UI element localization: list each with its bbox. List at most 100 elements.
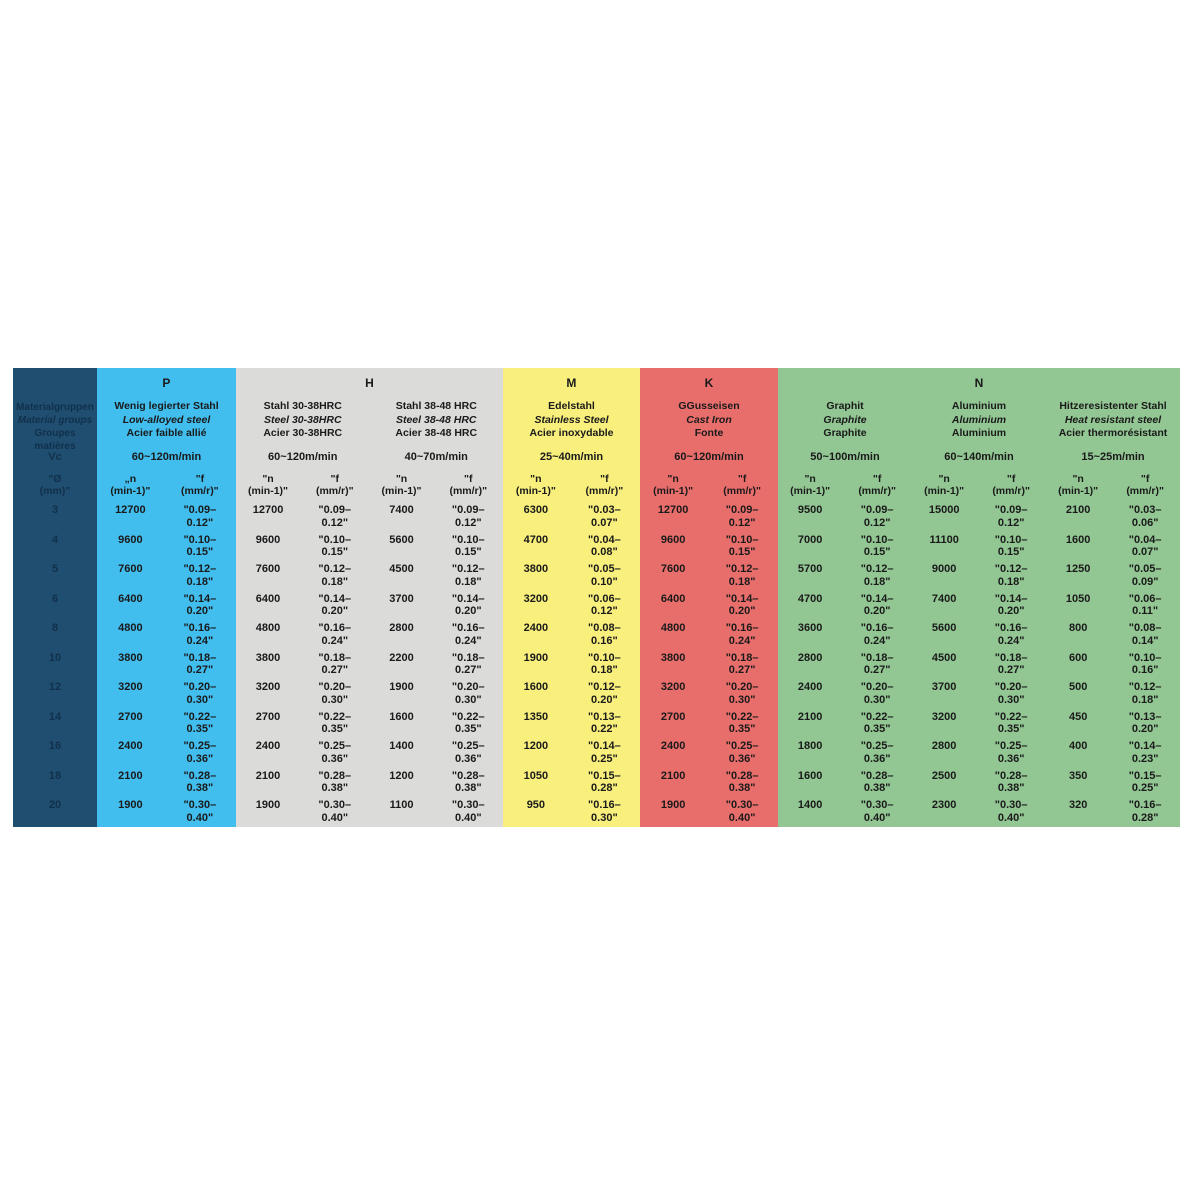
data-row: 4800 "0.16– 0.24" xyxy=(97,620,236,650)
cutting-speed: 15~25m/min xyxy=(1081,451,1145,463)
n-value: 9600 xyxy=(660,533,686,546)
f-value: "0.20– 0.30" xyxy=(183,681,217,706)
n-value: 400 xyxy=(1068,740,1088,753)
n-value: 1400 xyxy=(797,799,823,812)
f-value: "0.20– 0.30" xyxy=(451,681,485,706)
n-value: 12700 xyxy=(657,504,689,516)
f-value: "0.05– 0.10" xyxy=(587,563,621,588)
n-column-header: "n (min-1)" xyxy=(790,473,831,497)
f-value: "0.06– 0.12" xyxy=(587,592,621,618)
f-value: "0.10– 0.15" xyxy=(994,533,1028,559)
f-value: "0.28– 0.38" xyxy=(183,769,217,795)
n-value: 15000 xyxy=(928,504,960,516)
data-row: 3200 "0.22– 0.35" xyxy=(912,709,1046,739)
f-value: "0.16– 0.24" xyxy=(318,622,352,647)
data-row: 2700 "0.22– 0.35" xyxy=(97,709,236,739)
f-value: "0.22– 0.35" xyxy=(451,710,485,736)
n-column-header: "n (min-1)" xyxy=(381,473,422,497)
data-row: 1350 "0.13– 0.22" xyxy=(503,709,640,739)
data-rows: 12700 "0.09– 0.12" 9600 "0.10– 0.15" 7600 "0.… xyxy=(236,502,370,827)
material-sub-stainless-steel: Edelstahl Stainless Steel Acier inoxydab… xyxy=(503,398,640,827)
diameter-row: 8 xyxy=(13,620,97,650)
f-value: "0.18– 0.27" xyxy=(183,651,217,677)
material-name: Stahl 30-38HRC Steel 30-38HRC Acier 30-3… xyxy=(263,400,343,439)
data-row: 450 "0.13– 0.20" xyxy=(1046,709,1180,739)
f-value: "0.12– 0.18" xyxy=(1128,681,1162,706)
cutting-speed: 60~120m/min xyxy=(131,451,202,463)
data-row: 2100 "0.28– 0.38" xyxy=(236,768,370,798)
data-row: 4500 "0.12– 0.18" xyxy=(370,561,504,591)
f-value: "0.28– 0.38" xyxy=(318,769,352,795)
f-value: "0.03– 0.07" xyxy=(587,504,621,529)
data-row: 4800 "0.16– 0.24" xyxy=(640,620,778,650)
f-value: "0.18– 0.27" xyxy=(994,651,1028,677)
n-value: 6400 xyxy=(118,592,143,605)
f-value: "0.20– 0.30" xyxy=(994,681,1028,706)
n-value: 2400 xyxy=(255,740,281,753)
n-value: 3800 xyxy=(118,651,143,664)
data-row: 2100 "0.03– 0.06" xyxy=(1046,502,1180,532)
n-value: 1400 xyxy=(389,740,414,753)
data-row: 3200 "0.20– 0.30" xyxy=(640,679,778,709)
diameter-row: 4 xyxy=(13,532,97,562)
f-value: "0.25– 0.36" xyxy=(860,740,894,765)
n-value: 1200 xyxy=(389,769,414,782)
data-row: 7600 "0.12– 0.18" xyxy=(236,561,370,591)
data-row: 1900 "0.20– 0.30" xyxy=(370,679,504,709)
f-value: "0.06– 0.11" xyxy=(1128,592,1162,618)
data-row: 2100 "0.28– 0.38" xyxy=(97,768,236,798)
data-row: 400 "0.14– 0.23" xyxy=(1046,738,1180,768)
material-name: Graphit Graphite Graphite xyxy=(823,400,867,439)
n-value: 2100 xyxy=(1065,504,1091,516)
diameter-row: 16 xyxy=(13,738,97,768)
data-row: 4700 "0.14– 0.20" xyxy=(778,591,912,621)
f-column-header: "f (mm/r)" xyxy=(449,473,488,497)
data-row: 2400 "0.25– 0.36" xyxy=(640,738,778,768)
material-groups-title: Materialgruppen Material groups Groupes … xyxy=(13,398,97,452)
f-value: "0.09– 0.12" xyxy=(860,504,894,529)
data-row: 2700 "0.22– 0.35" xyxy=(640,709,778,739)
f-value: "0.25– 0.36" xyxy=(183,740,217,765)
f-value: "0.10– 0.16" xyxy=(1128,651,1162,677)
n-value: 4700 xyxy=(797,592,823,605)
data-rows: 9500 "0.09– 0.12" 7000 "0.10– 0.15" 5700 "0.1… xyxy=(778,502,912,827)
n-value: 1900 xyxy=(255,799,281,812)
group-block-n: N Graphit Graphite Graphite 50~100m/min … xyxy=(778,368,1180,827)
n-value: 11100 xyxy=(929,533,959,546)
f-value: "0.14– 0.20" xyxy=(860,592,894,618)
n-value: 2400 xyxy=(523,622,549,635)
cutting-parameters-table: Materialgruppen Material groups Groupes … xyxy=(13,368,1180,827)
f-value: "0.10– 0.15" xyxy=(183,533,217,559)
row-header-column: Materialgruppen Material groups Groupes … xyxy=(13,368,97,827)
diameter-value: 14 xyxy=(48,710,62,723)
material-name: Hitzeresistenter Stahl Heat resistant st… xyxy=(1058,400,1168,439)
n-value: 1600 xyxy=(523,681,549,694)
data-row: 2200 "0.18– 0.27" xyxy=(370,650,504,680)
data-row: 3700 "0.20– 0.30" xyxy=(912,679,1046,709)
data-row: 5700 "0.12– 0.18" xyxy=(778,561,912,591)
n-value: 6400 xyxy=(255,592,281,605)
data-row: 1600 "0.28– 0.38" xyxy=(778,768,912,798)
n-value: 4500 xyxy=(931,651,957,664)
n-value: 3200 xyxy=(660,681,686,694)
data-row: 1900 "0.30– 0.40" xyxy=(640,797,778,827)
f-value: "0.18– 0.27" xyxy=(451,651,485,677)
f-column-header: "f (mm/r)" xyxy=(315,473,354,497)
material-name: Edelstahl Stainless Steel Acier inoxydab… xyxy=(529,400,614,439)
data-row: 1900 "0.10– 0.18" xyxy=(503,650,640,680)
n-column-header: „n (min-1)" xyxy=(110,473,151,497)
n-value: 2800 xyxy=(389,622,414,635)
n-value: 1050 xyxy=(523,769,549,782)
data-row: 800 "0.08– 0.14" xyxy=(1046,620,1180,650)
group-block-k: K GGusseisen Cast Iron Fonte 60~120m/min… xyxy=(640,368,778,827)
f-value: "0.18– 0.27" xyxy=(318,651,352,677)
data-row: 3600 "0.16– 0.24" xyxy=(778,620,912,650)
material-name: GGusseisen Cast Iron Fonte xyxy=(678,400,740,439)
n-value: 5700 xyxy=(797,563,823,576)
f-value: "0.09– 0.12" xyxy=(725,504,759,529)
group-letter-n: N xyxy=(974,376,984,390)
n-value: 500 xyxy=(1068,681,1088,694)
data-row: 3800 "0.18– 0.27" xyxy=(236,650,370,680)
f-value: "0.09– 0.12" xyxy=(451,504,485,529)
data-row: 950 "0.16– 0.30" xyxy=(503,797,640,827)
